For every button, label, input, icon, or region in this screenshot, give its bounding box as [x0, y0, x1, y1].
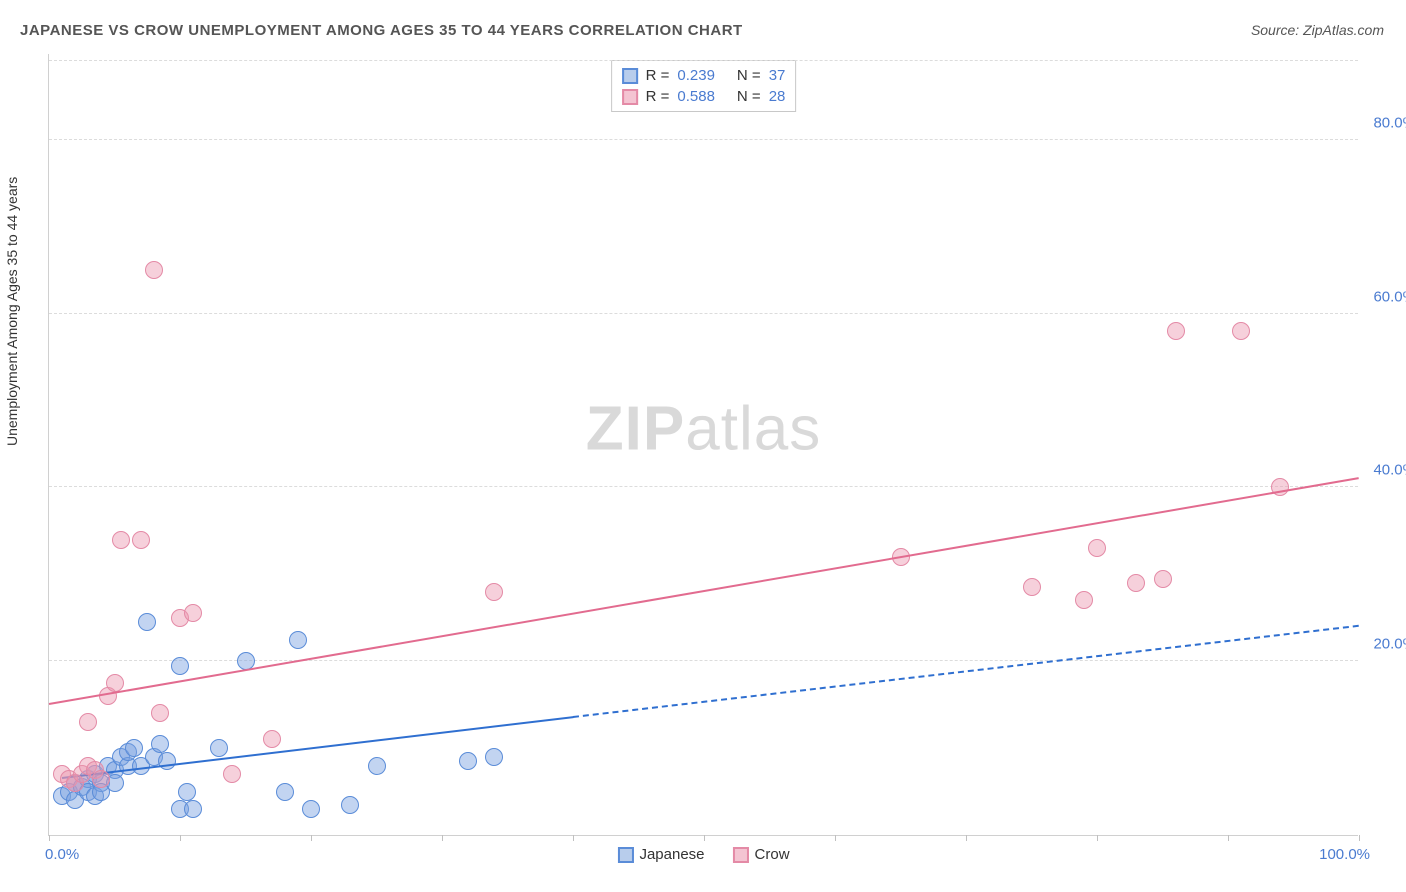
data-point — [158, 752, 176, 770]
data-point — [112, 531, 130, 549]
legend-swatch — [622, 68, 638, 84]
x-tick — [1228, 835, 1229, 841]
data-point — [1232, 322, 1250, 340]
x-tick — [442, 835, 443, 841]
data-point — [1167, 322, 1185, 340]
y-tick-label: 80.0% — [1373, 114, 1406, 131]
gridline — [49, 486, 1358, 487]
gridline — [49, 139, 1358, 140]
data-point — [341, 796, 359, 814]
data-point — [485, 583, 503, 601]
data-point — [1088, 539, 1106, 557]
legend-swatch — [617, 847, 633, 863]
gridline — [49, 60, 1358, 61]
data-point — [289, 631, 307, 649]
legend-swatch — [733, 847, 749, 863]
x-axis-max-label: 100.0% — [1319, 846, 1370, 863]
stat-r-label: R = — [646, 67, 670, 84]
data-point — [145, 261, 163, 279]
chart-title: JAPANESE VS CROW UNEMPLOYMENT AMONG AGES… — [20, 22, 743, 39]
data-point — [178, 783, 196, 801]
data-point — [184, 604, 202, 622]
trend-line-dashed — [573, 624, 1359, 717]
x-tick — [966, 835, 967, 841]
stat-n-value: 37 — [769, 67, 786, 84]
x-tick — [1097, 835, 1098, 841]
data-point — [368, 757, 386, 775]
legend-label: Crow — [755, 846, 790, 863]
y-axis-label: Unemployment Among Ages 35 to 44 years — [4, 177, 20, 446]
x-tick — [311, 835, 312, 841]
legend-label: Japanese — [639, 846, 704, 863]
gridline — [49, 313, 1358, 314]
x-tick — [704, 835, 705, 841]
data-point — [485, 748, 503, 766]
legend-swatch — [622, 89, 638, 105]
x-tick — [835, 835, 836, 841]
legend-item: Japanese — [617, 846, 704, 863]
plot-area: ZIPatlas R =0.239N =37R =0.588N =28 Japa… — [48, 54, 1358, 836]
x-tick — [180, 835, 181, 841]
data-point — [125, 739, 143, 757]
stat-n-label: N = — [737, 67, 761, 84]
watermark-atlas: atlas — [685, 394, 821, 463]
source-label: Source: ZipAtlas.com — [1251, 22, 1384, 38]
y-tick-label: 60.0% — [1373, 288, 1406, 305]
watermark: ZIPatlas — [586, 393, 821, 464]
data-point — [1154, 570, 1172, 588]
x-tick — [573, 835, 574, 841]
data-point — [184, 800, 202, 818]
data-point — [1271, 478, 1289, 496]
data-point — [459, 752, 477, 770]
data-point — [79, 713, 97, 731]
trend-line — [49, 477, 1359, 705]
data-point — [151, 735, 169, 753]
data-point — [1127, 574, 1145, 592]
data-point — [92, 770, 110, 788]
data-point — [276, 783, 294, 801]
data-point — [223, 765, 241, 783]
x-axis-min-label: 0.0% — [45, 846, 79, 863]
data-point — [210, 739, 228, 757]
data-point — [302, 800, 320, 818]
data-point — [106, 674, 124, 692]
stat-n-label: N = — [737, 88, 761, 105]
data-point — [138, 613, 156, 631]
stat-r-value: 0.239 — [677, 67, 715, 84]
legend-item: Crow — [733, 846, 790, 863]
data-point — [171, 657, 189, 675]
watermark-zip: ZIP — [586, 394, 685, 463]
stats-box: R = 0.239 N = 37 R = 0.588 N = 28 — [611, 60, 797, 112]
data-point — [151, 704, 169, 722]
stats-row: R = 0.239 N = 37 — [622, 65, 786, 86]
data-point — [1023, 578, 1041, 596]
stats-row: R = 0.588 N = 28 — [622, 86, 786, 107]
x-tick — [49, 835, 50, 841]
data-point — [1075, 591, 1093, 609]
stat-r-value: 0.588 — [677, 88, 715, 105]
stat-n-value: 28 — [769, 88, 786, 105]
stat-r-label: R = — [646, 88, 670, 105]
y-tick-label: 40.0% — [1373, 462, 1406, 479]
data-point — [263, 730, 281, 748]
data-point — [132, 531, 150, 549]
bottom-legend: Japanese Crow — [617, 846, 789, 863]
x-tick — [1359, 835, 1360, 841]
y-tick-label: 20.0% — [1373, 636, 1406, 653]
